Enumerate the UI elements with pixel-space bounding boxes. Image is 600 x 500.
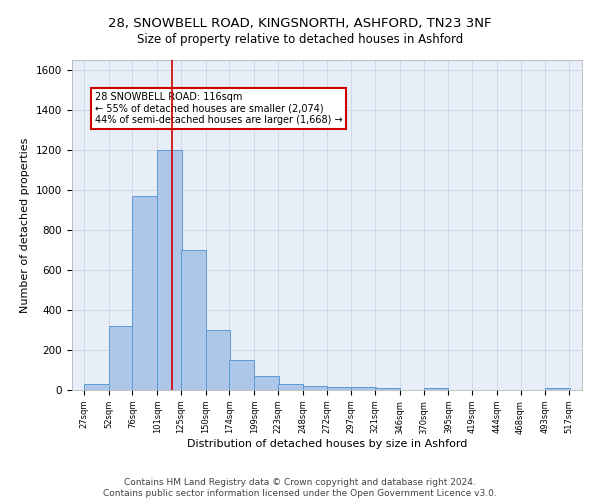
Bar [109, 326, 133, 390]
Bar [351, 387, 376, 390]
Bar [181, 250, 206, 390]
Bar [229, 360, 254, 390]
Bar [424, 388, 448, 390]
Bar [84, 384, 109, 390]
Text: 28, SNOWBELL ROAD, KINGSNORTH, ASHFORD, TN23 3NF: 28, SNOWBELL ROAD, KINGSNORTH, ASHFORD, … [108, 18, 492, 30]
Text: 28 SNOWBELL ROAD: 116sqm
← 55% of detached houses are smaller (2,074)
44% of sem: 28 SNOWBELL ROAD: 116sqm ← 55% of detach… [95, 92, 343, 125]
Bar [545, 388, 570, 390]
X-axis label: Distribution of detached houses by size in Ashford: Distribution of detached houses by size … [187, 439, 467, 449]
Bar [157, 150, 182, 390]
Text: Size of property relative to detached houses in Ashford: Size of property relative to detached ho… [137, 32, 463, 46]
Bar [375, 388, 400, 390]
Text: Contains HM Land Registry data © Crown copyright and database right 2024.
Contai: Contains HM Land Registry data © Crown c… [103, 478, 497, 498]
Bar [326, 387, 351, 390]
Bar [206, 330, 230, 390]
Bar [278, 384, 303, 390]
Bar [303, 386, 328, 390]
Bar [254, 376, 279, 390]
Bar [133, 196, 157, 390]
Y-axis label: Number of detached properties: Number of detached properties [20, 138, 31, 312]
